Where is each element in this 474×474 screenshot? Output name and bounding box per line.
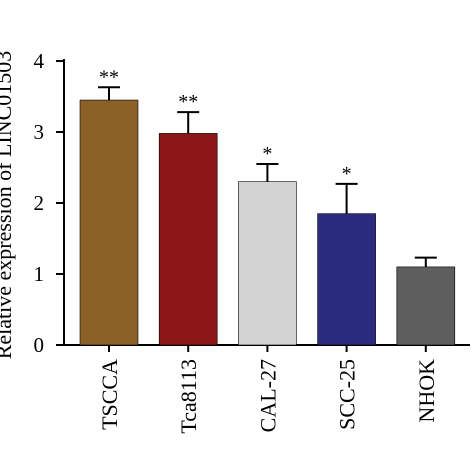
bars [79,99,456,346]
x-tick-label: NHOK [414,359,439,423]
significance-marker: * [342,163,352,185]
bar-nhok [396,266,456,346]
y-axis-label: Relative expression of LINC01503 [0,51,16,360]
x-tick-label: SCC-25 [335,359,360,430]
y-tick-label: 1 [34,262,45,286]
y-ticks: 0 1 2 3 4 [34,49,64,357]
y-tick-label: 2 [34,191,45,215]
x-tick-label: CAL-27 [255,359,280,432]
error-bars [98,86,437,267]
x-tick-label: TSCCA [97,359,122,430]
x-tick-label: Tca8113 [176,359,201,434]
significance-marker: ** [178,91,198,113]
x-tick-labels: TSCCA Tca8113 CAL-27 SCC-25 NHOK [97,345,439,434]
bar-cal-27 [238,181,297,346]
bar-scc-25 [317,213,376,346]
y-tick-label: 4 [34,49,45,73]
y-tick-label: 0 [34,333,45,357]
significance-markers: ****** [99,66,352,185]
bar-tscca [79,99,139,346]
significance-marker: ** [99,66,119,88]
significance-marker: * [262,143,272,165]
bar-tca8113 [158,133,218,346]
y-tick-label: 3 [34,120,45,144]
